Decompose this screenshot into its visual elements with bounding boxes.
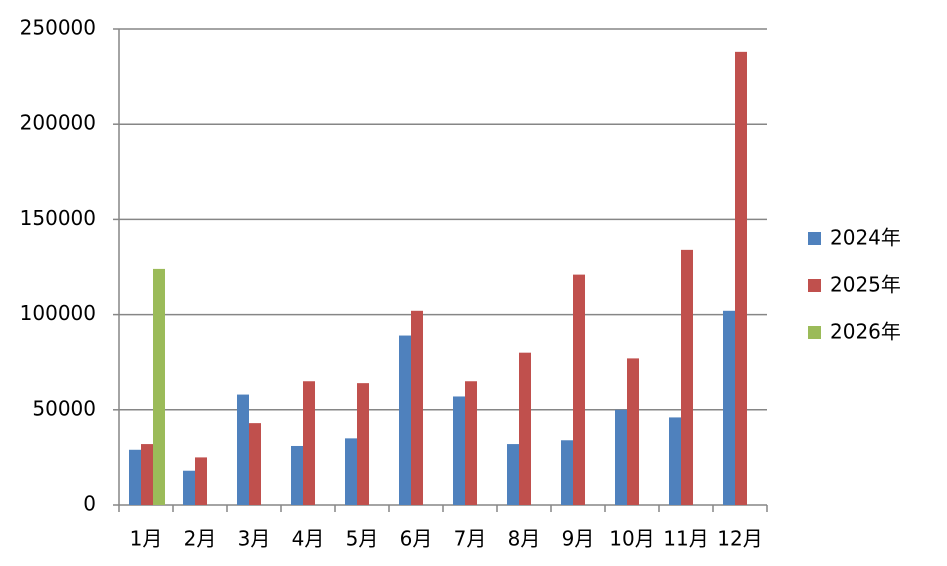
bar — [453, 396, 465, 505]
bar — [357, 383, 369, 505]
bar — [735, 51, 747, 506]
bar — [573, 274, 585, 505]
x-tick-label: 6月 — [400, 527, 433, 551]
x-tick-label: 9月 — [562, 527, 595, 551]
bar — [723, 310, 735, 505]
y-tick-label: 0 — [83, 492, 96, 516]
bar — [465, 381, 477, 505]
bar — [291, 445, 303, 505]
legend-label: 2025年 — [830, 273, 901, 297]
y-tick-label: 50000 — [32, 396, 96, 420]
bar — [627, 358, 639, 505]
bar — [129, 449, 141, 505]
x-tick-label: 1月 — [130, 527, 163, 551]
bar — [411, 310, 423, 505]
bar — [681, 249, 693, 505]
y-tick-label: 250000 — [20, 16, 96, 40]
y-tick-label: 150000 — [20, 206, 96, 230]
x-tick-label: 2月 — [184, 527, 217, 551]
x-tick-label: 8月 — [508, 527, 541, 551]
bar — [303, 381, 315, 505]
bar — [615, 409, 627, 505]
legend-label: 2026年 — [830, 320, 901, 344]
x-tick-label: 5月 — [346, 527, 379, 551]
y-tick-label: 200000 — [20, 111, 96, 135]
bar — [153, 268, 165, 505]
bar — [507, 444, 519, 505]
bar — [249, 423, 261, 505]
bar — [237, 394, 249, 505]
x-tick-label: 3月 — [238, 527, 271, 551]
x-tick-label: 4月 — [292, 527, 325, 551]
bar — [195, 457, 207, 505]
bar — [141, 444, 153, 505]
bar — [183, 470, 195, 505]
bar — [561, 440, 573, 505]
x-tick-label: 11月 — [663, 527, 708, 551]
bar — [399, 335, 411, 505]
legend-swatch — [808, 279, 821, 292]
legend-label: 2024年 — [830, 226, 901, 250]
legend-swatch — [808, 232, 821, 245]
bar — [519, 352, 531, 505]
legend-swatch — [808, 326, 821, 339]
bar — [669, 417, 681, 505]
x-tick-label: 12月 — [717, 527, 762, 551]
x-tick-label: 7月 — [454, 527, 487, 551]
x-tick-label: 10月 — [609, 527, 654, 551]
y-tick-label: 100000 — [20, 301, 96, 325]
bar — [345, 438, 357, 505]
